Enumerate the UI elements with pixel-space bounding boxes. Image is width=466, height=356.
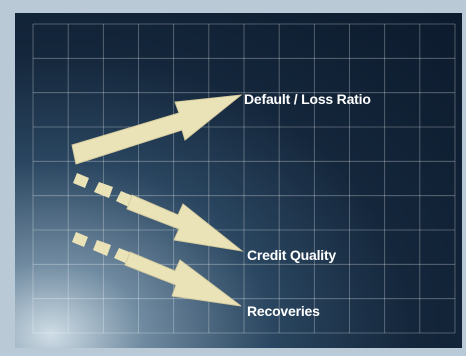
recoveries-arrowhead — [124, 251, 242, 307]
credit-quality-arrow — [73, 173, 244, 252]
default-loss-ratio-label: Default / Loss Ratio — [244, 91, 371, 107]
recoveries-dash — [93, 240, 111, 256]
recoveries-dash — [72, 232, 88, 247]
credit-quality-dash — [94, 182, 113, 198]
credit-quality-dash — [73, 173, 89, 188]
default-loss-ratio-arrow — [71, 94, 243, 165]
background-grid — [32, 23, 456, 334]
credit-quality-arrowhead — [126, 194, 244, 252]
grid-panel: Default / Loss Ratio Credit Quality Reco… — [15, 13, 462, 348]
recoveries-arrow — [72, 232, 242, 307]
diagram-canvas — [32, 23, 456, 334]
recoveries-label: Recoveries — [247, 303, 320, 319]
credit-quality-label: Credit Quality — [247, 247, 336, 263]
